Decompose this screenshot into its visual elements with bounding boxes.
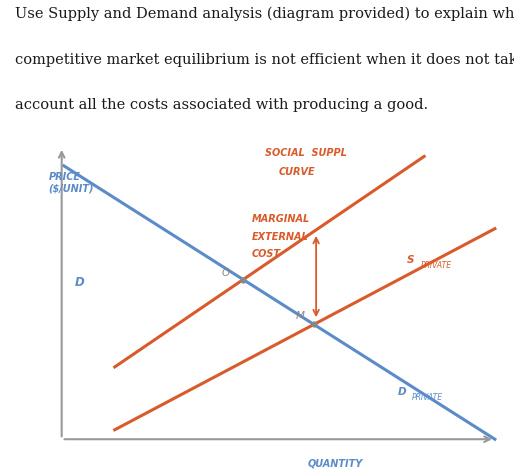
Text: M: M [296, 311, 305, 321]
Text: Use Supply and Demand analysis (diagram provided) to explain why the: Use Supply and Demand analysis (diagram … [15, 7, 514, 21]
Text: CURVE: CURVE [278, 167, 315, 177]
Text: PRICE
($/UNIT): PRICE ($/UNIT) [48, 172, 94, 194]
Text: O: O [222, 268, 230, 278]
Text: D: D [75, 276, 85, 288]
Text: COST: COST [252, 249, 281, 259]
Text: PRIVATE: PRIVATE [412, 393, 443, 402]
Text: account all the costs associated with producing a good.: account all the costs associated with pr… [15, 98, 429, 113]
Text: competitive market equilibrium is not efficient when it does not take into: competitive market equilibrium is not ef… [15, 53, 514, 67]
Text: D: D [398, 387, 406, 397]
Text: QUANTITY
(UNITS /MONTH): QUANTITY (UNITS /MONTH) [291, 458, 381, 469]
Text: S: S [407, 255, 414, 265]
Text: PRIVATE: PRIVATE [420, 261, 452, 270]
Text: SOCIAL  SUPPL: SOCIAL SUPPL [265, 148, 347, 158]
Text: MARGINAL: MARGINAL [252, 214, 310, 224]
Text: EXTERNAL: EXTERNAL [252, 232, 308, 242]
